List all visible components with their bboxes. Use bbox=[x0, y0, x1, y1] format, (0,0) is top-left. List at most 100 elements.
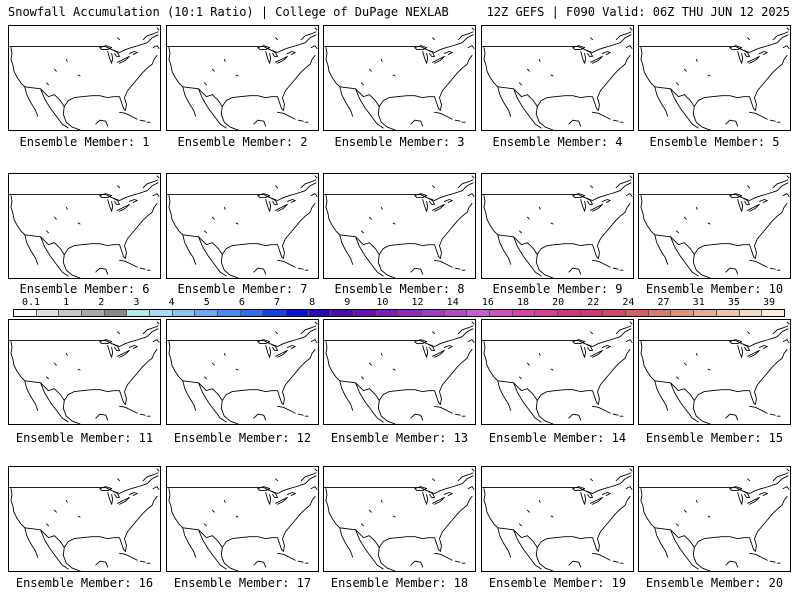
colorbar-tick-label: 7 bbox=[273, 297, 281, 308]
us-basemap bbox=[324, 175, 475, 278]
ensemble-member-label: Ensemble Member: 13 bbox=[330, 431, 469, 445]
ensemble-member-label: Ensemble Member: 5 bbox=[649, 135, 780, 149]
colorbar-segment bbox=[127, 310, 151, 316]
colorbar-tick-label: 5 bbox=[203, 297, 210, 308]
colorbar-segment bbox=[195, 310, 219, 316]
colorbar-tick-label: 18 bbox=[516, 297, 530, 308]
colorbar-segment bbox=[286, 310, 309, 316]
colorbar-segment bbox=[580, 310, 604, 316]
colorbar-segment bbox=[626, 310, 649, 316]
colorbar-tick-label: 3 bbox=[133, 297, 140, 308]
colorbar-tick-label: 14 bbox=[446, 297, 459, 308]
colorbar-segment bbox=[739, 310, 763, 316]
colorbar-segment bbox=[218, 310, 241, 316]
ensemble-member-label: Ensemble Member: 11 bbox=[15, 431, 154, 445]
colorbar-segment bbox=[535, 310, 559, 316]
ensemble-member-map bbox=[481, 319, 634, 425]
colorbar-tick-label: 8 bbox=[309, 297, 316, 308]
ensemble-member-map bbox=[323, 319, 476, 425]
ensemble-member-label: Ensemble Member: 4 bbox=[492, 135, 623, 149]
us-basemap bbox=[639, 468, 790, 571]
ensemble-member-map bbox=[166, 319, 319, 425]
ensemble-member-label: Ensemble Member: 14 bbox=[488, 431, 627, 445]
colorbar-tick-label: 31 bbox=[692, 297, 705, 308]
us-basemap bbox=[167, 321, 318, 424]
colorbar-tick-label: 24 bbox=[622, 297, 635, 308]
colorbar-tick-label: 12 bbox=[411, 297, 424, 308]
us-basemap bbox=[9, 175, 160, 278]
snowfall-colorbar bbox=[13, 309, 785, 317]
colorbar-tick-label: 20 bbox=[552, 297, 565, 308]
us-basemap bbox=[9, 321, 160, 424]
colorbar-tick-label: 1 bbox=[63, 297, 70, 308]
valid-time: 12Z GEFS | F090 Valid: 06Z THU JUN 12 20… bbox=[486, 5, 790, 19]
colorbar-segment bbox=[762, 310, 784, 316]
colorbar-segment bbox=[422, 310, 445, 316]
colorbar-tick-label: 0.1 bbox=[21, 297, 41, 308]
colorbar-tick-label: 10 bbox=[376, 297, 389, 308]
us-basemap bbox=[482, 321, 633, 424]
colorbar-segment bbox=[648, 310, 672, 316]
ensemble-member-map bbox=[323, 466, 476, 572]
ensemble-member-label: Ensemble Member: 2 bbox=[177, 135, 308, 149]
ensemble-member-map bbox=[638, 173, 791, 279]
ensemble-member-map bbox=[8, 466, 161, 572]
colorbar-segment bbox=[331, 310, 355, 316]
ensemble-member-map bbox=[166, 173, 319, 279]
ensemble-member-map bbox=[166, 25, 319, 131]
colorbar-segment bbox=[104, 310, 128, 316]
ensemble-member-map bbox=[638, 319, 791, 425]
ensemble-member-map bbox=[638, 466, 791, 572]
us-basemap bbox=[639, 27, 790, 130]
ensemble-member-label: Ensemble Member: 1 bbox=[19, 135, 150, 149]
ensemble-member-map bbox=[481, 25, 634, 131]
colorbar-segment bbox=[603, 310, 627, 316]
colorbar-segment bbox=[512, 310, 536, 316]
colorbar-tick-labels: 0.1 1 2 3 4 5 6 7 8 9 10 12 14 16 18 20 22 24 27 31 35 39 bbox=[13, 297, 785, 309]
us-basemap bbox=[324, 468, 475, 571]
ensemble-member-label: Ensemble Member: 7 bbox=[177, 282, 308, 296]
us-basemap bbox=[9, 27, 160, 130]
map-title: Snowfall Accumulation (10:1 Ratio) | Col… bbox=[8, 5, 449, 19]
ensemble-member-map bbox=[323, 173, 476, 279]
colorbar-segment bbox=[14, 310, 37, 316]
colorbar-segment bbox=[82, 310, 105, 316]
colorbar-segment bbox=[490, 310, 513, 316]
colorbar-segment bbox=[467, 310, 491, 316]
colorbar-segment bbox=[558, 310, 581, 316]
us-basemap bbox=[324, 321, 475, 424]
colorbar-tick-label: 6 bbox=[238, 297, 245, 308]
ensemble-member-map bbox=[8, 173, 161, 279]
us-basemap bbox=[482, 27, 633, 130]
ensemble-member-map bbox=[481, 173, 634, 279]
ensemble-member-map bbox=[166, 466, 319, 572]
us-basemap bbox=[324, 27, 475, 130]
colorbar-segment bbox=[671, 310, 695, 316]
ensemble-member-label: Ensemble Member: 3 bbox=[334, 135, 465, 149]
ensemble-member-label: Ensemble Member: 8 bbox=[334, 282, 465, 296]
ensemble-member-label: Ensemble Member: 6 bbox=[19, 282, 150, 296]
colorbar-tick-label: 9 bbox=[344, 297, 351, 308]
colorbar-tick-label: 22 bbox=[587, 297, 600, 308]
colorbar-tick-label: 2 bbox=[98, 297, 105, 308]
colorbar-tick-label: 16 bbox=[481, 297, 494, 308]
ensemble-member-label: Ensemble Member: 16 bbox=[15, 576, 154, 590]
us-basemap bbox=[167, 27, 318, 130]
ensemble-member-label: Ensemble Member: 20 bbox=[645, 576, 784, 590]
colorbar-segment bbox=[376, 310, 400, 316]
ensemble-member-label: Ensemble Member: 17 bbox=[173, 576, 312, 590]
ensemble-member-map bbox=[323, 25, 476, 131]
colorbar-segment bbox=[694, 310, 717, 316]
colorbar-tick-label: 39 bbox=[762, 297, 776, 308]
ensemble-member-label: Ensemble Member: 18 bbox=[330, 576, 469, 590]
ensemble-member-map bbox=[481, 466, 634, 572]
us-basemap bbox=[167, 175, 318, 278]
colorbar-tick-label: 4 bbox=[168, 297, 175, 308]
ensemble-member-label: Ensemble Member: 19 bbox=[488, 576, 627, 590]
colorbar-segment bbox=[240, 310, 264, 316]
ensemble-member-label: Ensemble Member: 15 bbox=[645, 431, 784, 445]
colorbar-segment bbox=[308, 310, 332, 316]
colorbar-segment bbox=[444, 310, 468, 316]
us-basemap bbox=[167, 468, 318, 571]
colorbar-segment bbox=[716, 310, 740, 316]
